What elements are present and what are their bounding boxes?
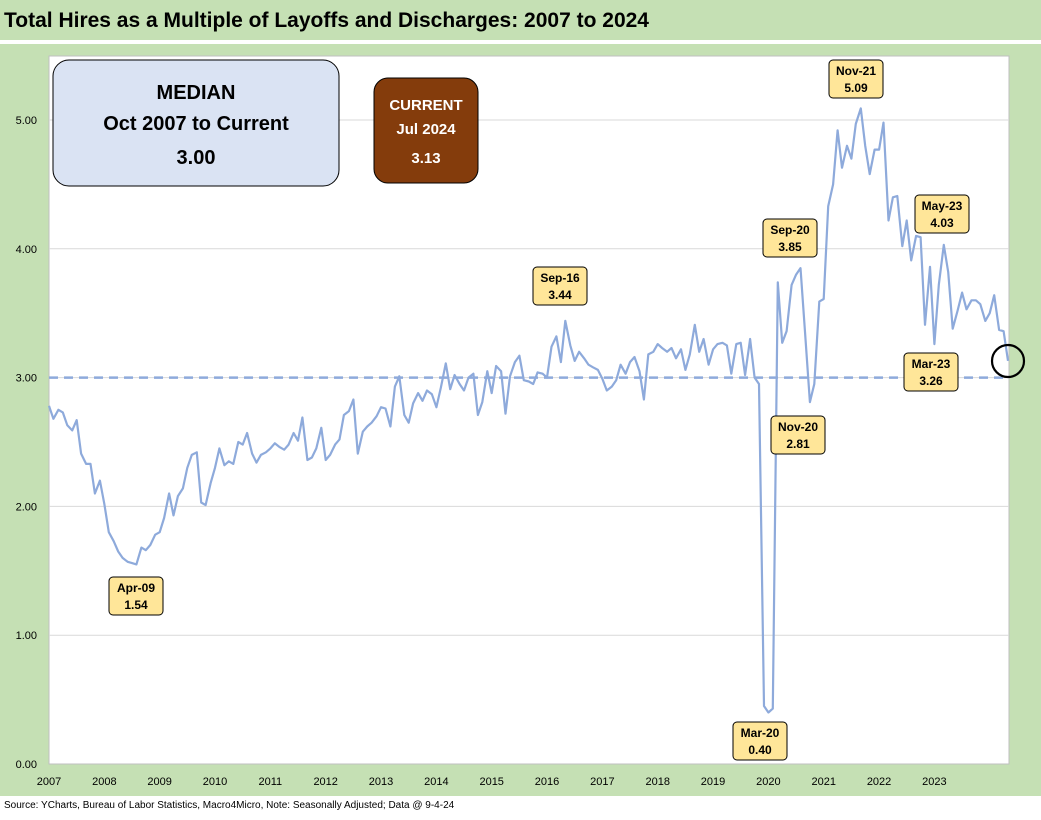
annotation-mar-20: Mar-20 0.40	[732, 721, 788, 761]
y-tick-label: 4.00	[16, 244, 37, 256]
x-tick-label: 2020	[756, 776, 780, 788]
annotation-date: May-23	[922, 199, 963, 213]
annotations: Apr-09 1.54 Sep-16 3.44 Mar-20 0.40 Sep-20 3.85…	[108, 59, 970, 761]
x-axis-ticks: 2007 2008 2009 2010 2011 2012 2013 2014 2015 2016…	[37, 776, 947, 788]
annotation-may-23: May-23 4.03	[914, 194, 970, 234]
annotation-date: Sep-20	[770, 223, 810, 237]
annotation-box	[828, 59, 884, 99]
chart-title: Total Hires as a Multiple of Layoffs and…	[4, 9, 649, 32]
median-range: Oct 2007 to Current	[103, 113, 289, 135]
current-box-bg	[373, 77, 479, 184]
annotation-box	[108, 576, 164, 616]
annotation-value: 4.03	[930, 216, 954, 230]
annotation-date: Mar-20	[741, 726, 780, 740]
annotation-nov-21: Nov-21 5.09	[828, 59, 884, 99]
annotation-value: 5.09	[844, 81, 868, 95]
x-tick-label: 2017	[590, 776, 614, 788]
x-tick-label: 2013	[369, 776, 393, 788]
annotation-box	[770, 415, 826, 455]
y-tick-label: 0.00	[16, 759, 37, 771]
x-tick-label: 2019	[701, 776, 725, 788]
source-note: Source: YCharts, Bureau of Labor Statist…	[4, 800, 455, 811]
annotation-value: 3.44	[548, 288, 572, 302]
x-tick-label: 2022	[867, 776, 891, 788]
median-label: MEDIAN	[157, 82, 236, 104]
annotation-box	[532, 266, 588, 306]
x-tick-label: 2008	[92, 776, 116, 788]
current-value: 3.13	[411, 150, 440, 167]
annotation-value: 2.81	[786, 437, 810, 451]
annotation-mar-23: Mar-23 3.26	[903, 352, 959, 392]
annotation-date: Sep-16	[540, 271, 580, 285]
y-axis-ticks: 0.00 1.00 2.00 3.00 4.00 5.00	[16, 115, 37, 771]
current-label: CURRENT	[389, 97, 462, 114]
annotation-apr-09: Apr-09 1.54	[108, 576, 164, 616]
annotation-sep-20: Sep-20 3.85	[762, 218, 818, 258]
current-box: CURRENT Jul 2024 3.13	[373, 77, 479, 184]
median-box-bg	[52, 59, 340, 187]
annotation-date: Apr-09	[117, 581, 155, 595]
annotation-box	[903, 352, 959, 392]
annotation-box	[762, 218, 818, 258]
annotation-box	[914, 194, 970, 234]
annotation-value: 3.26	[919, 374, 943, 388]
y-tick-label: 2.00	[16, 501, 37, 513]
x-tick-label: 2014	[424, 776, 448, 788]
x-tick-label: 2018	[645, 776, 669, 788]
x-tick-label: 2016	[535, 776, 559, 788]
current-date: Jul 2024	[396, 121, 456, 138]
y-tick-label: 3.00	[16, 373, 37, 385]
annotation-nov-20: Nov-20 2.81	[770, 415, 826, 455]
annotation-box	[732, 721, 788, 761]
current-point-circle	[990, 343, 1026, 379]
x-tick-label: 2012	[313, 776, 337, 788]
annotation-value: 1.54	[124, 598, 148, 612]
chart-frame: 0.00 1.00 2.00 3.00 4.00 5.00 2007 2008 2009 201…	[0, 44, 1041, 796]
line-chart: 0.00 1.00 2.00 3.00 4.00 5.00 2007 2008 2009 201…	[16, 55, 1026, 788]
x-tick-label: 2023	[922, 776, 946, 788]
x-tick-label: 2010	[203, 776, 227, 788]
y-tick-label: 5.00	[16, 115, 37, 127]
annotation-date: Mar-23	[912, 357, 951, 371]
annotation-date: Nov-20	[778, 420, 818, 434]
x-tick-label: 2011	[259, 776, 283, 788]
annotation-value: 0.40	[748, 743, 772, 757]
title-bar: Total Hires as a Multiple of Layoffs and…	[0, 0, 1041, 42]
series-line	[47, 107, 1010, 714]
median-box: MEDIAN Oct 2007 to Current 3.00	[52, 59, 340, 187]
annotation-date: Nov-21	[836, 64, 876, 78]
annotation-value: 3.85	[778, 240, 802, 254]
y-tick-label: 1.00	[16, 630, 37, 642]
x-tick-label: 2021	[811, 776, 835, 788]
annotation-sep-16: Sep-16 3.44	[532, 266, 588, 306]
x-tick-label: 2015	[479, 776, 503, 788]
x-tick-label: 2007	[37, 776, 61, 788]
x-tick-label: 2009	[147, 776, 171, 788]
median-value: 3.00	[177, 147, 216, 169]
